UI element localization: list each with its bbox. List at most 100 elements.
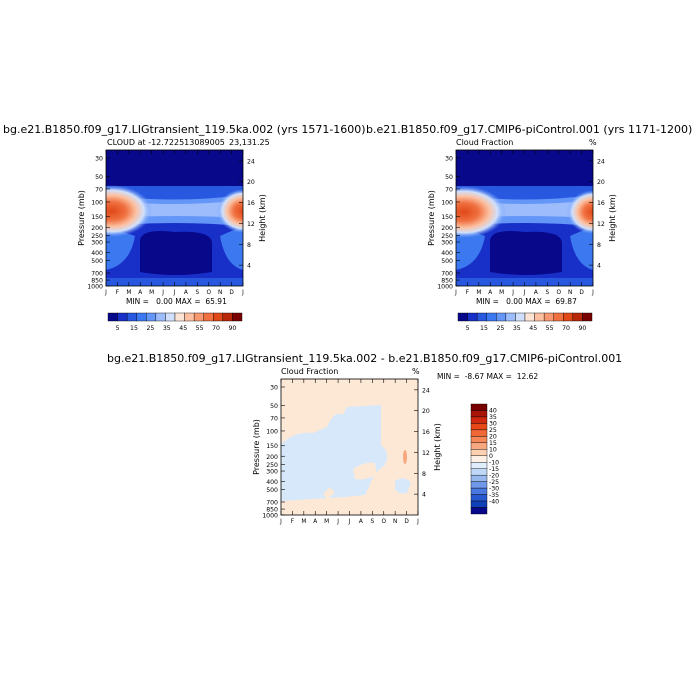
height-tick-label: 4 (247, 263, 251, 270)
colorbar-label: 25 (489, 427, 497, 434)
pressure-tick-label: 1000 (262, 513, 278, 520)
month-tick-label: M (126, 290, 131, 296)
colorbar-swatch (582, 312, 593, 322)
colorbar-label: 35 (513, 325, 521, 332)
colorbar-label: -35 (489, 492, 499, 499)
pressure-tick-label: 150 (441, 214, 453, 221)
month-tick-label: A (313, 519, 317, 525)
colorbar-label: 90 (578, 325, 586, 332)
pressure-tick-label: 250 (266, 462, 278, 469)
colorbar-label: 10 (489, 446, 497, 453)
colorbar-swatch (470, 416, 488, 424)
pressure-tick-label: 30 (270, 385, 278, 392)
month-tick-label: M (149, 290, 154, 296)
pressure-tick-label: 50 (95, 174, 103, 181)
colorbar-swatch (470, 468, 488, 476)
y-axis-title-left: Pressure (mb) (77, 190, 86, 246)
month-tick-label: M (324, 519, 329, 525)
pressure-tick-label: 400 (441, 250, 453, 257)
height-tick-label: 12 (597, 221, 605, 228)
month-tick-label: J (161, 290, 164, 296)
month-tick-label: M (476, 290, 481, 296)
y-axis-title-right: Height (km) (258, 194, 267, 242)
panel3-right-title: % (412, 367, 420, 376)
month-tick-label: J (336, 519, 339, 525)
colorbar-swatch (486, 312, 497, 322)
month-tick-label: A (138, 290, 142, 296)
colorbar-label: 20 (489, 434, 497, 441)
colorbar-label: 45 (529, 325, 537, 332)
y-axis-title-right: Height (km) (433, 423, 442, 471)
colorbar-swatch (117, 312, 128, 322)
colorbar-swatch (534, 312, 545, 322)
panel1-min-max: MIN = 0.00 MAX = 65.91 (126, 297, 227, 306)
pressure-tick-label: 70 (270, 415, 278, 422)
month-tick-label: D (404, 519, 409, 525)
panel3-min-max: MIN = -8.67 MAX = 12.62 (437, 372, 539, 381)
colorbar-label: -25 (489, 479, 499, 486)
colorbar-swatch (470, 494, 488, 502)
pressure-tick-label: 300 (266, 469, 278, 476)
month-tick-label: O (381, 519, 386, 525)
colorbar-swatch (524, 312, 535, 322)
month-tick-label: O (556, 290, 561, 296)
pressure-tick-label: 500 (91, 258, 103, 265)
y-axis-title-left: Pressure (mb) (427, 190, 436, 246)
month-tick-label: F (116, 290, 119, 296)
month-tick-label: N (568, 290, 572, 296)
height-tick-label: 4 (597, 263, 601, 270)
y-axis-title-left: Pressure (mb) (252, 419, 261, 475)
pressure-tick-label: 300 (441, 240, 453, 247)
pressure-tick-label: 30 (445, 156, 453, 163)
pressure-tick-label: 1000 (87, 284, 103, 291)
colorbar-label: 0 (489, 453, 493, 460)
y-axis-title-right: Height (km) (608, 194, 617, 242)
colorbar-swatch (146, 312, 157, 322)
month-tick-label: J (416, 519, 419, 525)
pressure-tick-label: 700 (91, 270, 103, 277)
pressure-tick-label: 150 (91, 214, 103, 221)
colorbar-label: 70 (212, 325, 220, 332)
height-tick-label: 8 (247, 242, 251, 249)
pressure-tick-label: 70 (445, 186, 453, 193)
pressure-tick-label: 700 (441, 270, 453, 277)
colorbar-swatch (470, 403, 488, 411)
month-tick-label: J (241, 290, 244, 296)
height-tick-label: 24 (422, 387, 430, 394)
colorbar-swatch (496, 312, 507, 322)
pressure-tick-label: 150 (266, 443, 278, 450)
height-tick-label: 4 (422, 492, 426, 499)
month-tick-label: A (359, 519, 363, 525)
height-tick-label: 16 (597, 200, 605, 207)
panel2-min-max: MIN = 0.00 MAX = 69.87 (476, 297, 577, 306)
panel2-colorbar: 5 15 25 35 45 55 70 90 (457, 312, 593, 332)
colorbar-swatch (563, 312, 574, 322)
colorbar-label: 25 (496, 325, 504, 332)
colorbar-swatch (470, 429, 488, 437)
colorbar-swatch (470, 507, 488, 515)
pressure-tick-label: 500 (266, 487, 278, 494)
month-tick-label: J (454, 290, 457, 296)
colorbar-label: 90 (228, 325, 236, 332)
height-tick-label: 20 (597, 179, 605, 186)
colorbar-label: -15 (489, 466, 499, 473)
colorbar-swatch (470, 487, 488, 495)
month-tick-label: A (184, 290, 188, 296)
colorbar-swatch (213, 312, 224, 322)
month-tick-label: J (173, 290, 176, 296)
colorbar-swatch (165, 312, 176, 322)
month-tick-label: F (291, 519, 294, 525)
colorbar-swatch (470, 462, 488, 469)
colorbar-label: 40 (489, 408, 497, 415)
month-tick-label: J (591, 290, 594, 296)
colorbar-swatch (543, 312, 554, 322)
height-tick-label: 12 (422, 450, 430, 457)
colorbar-label: -30 (489, 485, 499, 492)
pressure-tick-label: 200 (266, 454, 278, 461)
